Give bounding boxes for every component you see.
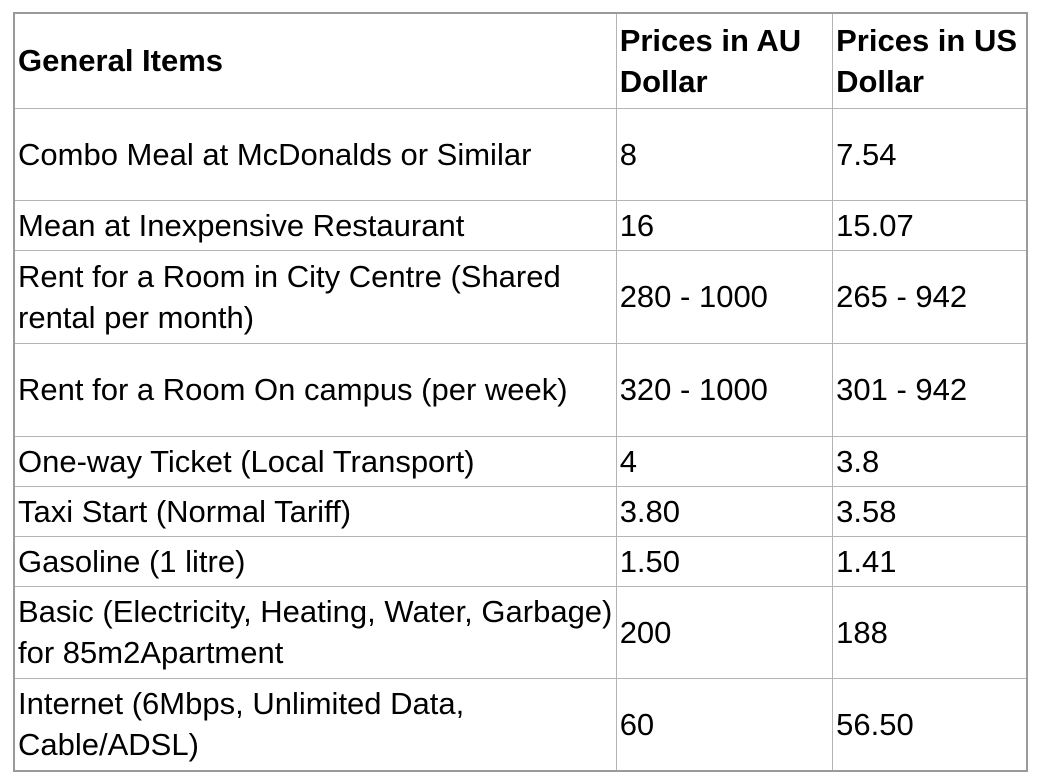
usd-cell: 3.58	[832, 485, 1028, 537]
item-cell: Rent for a Room On campus (per week)	[13, 342, 617, 437]
item-cell: Basic (Electricity, Heating, Water, Garb…	[13, 585, 617, 679]
item-cell: One-way Ticket (Local Transport)	[13, 435, 617, 487]
aud-cell: 60	[615, 677, 834, 772]
item-cell: Mean at Inexpensive Restaurant	[13, 199, 617, 251]
aud-cell: 8	[615, 107, 834, 201]
table-row: Taxi Start (Normal Tariff) 3.80 3.58	[13, 485, 1028, 537]
usd-cell: 3.8	[832, 435, 1028, 487]
header-prices-aud: Prices in AU Dollar	[615, 12, 834, 109]
aud-cell: 4	[615, 435, 834, 487]
table-row: Gasoline (1 litre) 1.50 1.41	[13, 535, 1028, 587]
usd-cell: 301 - 942	[832, 342, 1028, 437]
item-cell: Rent for a Room in City Centre (Shared r…	[13, 249, 617, 344]
item-cell: Internet (6Mbps, Unlimited Data, Cable/A…	[13, 677, 617, 772]
usd-cell: 56.50	[832, 677, 1028, 772]
usd-cell: 265 - 942	[832, 249, 1028, 344]
table-row: Mean at Inexpensive Restaurant 16 15.07	[13, 199, 1028, 251]
aud-cell: 200	[615, 585, 834, 679]
header-prices-usd: Prices in US Dollar	[832, 12, 1028, 109]
usd-cell: 1.41	[832, 535, 1028, 587]
usd-cell: 7.54	[832, 107, 1028, 201]
table-row: Internet (6Mbps, Unlimited Data, Cable/A…	[13, 677, 1028, 772]
table-row: Rent for a Room in City Centre (Shared r…	[13, 249, 1028, 344]
table-row: Combo Meal at McDonalds or Similar 8 7.5…	[13, 107, 1028, 201]
aud-cell: 16	[615, 199, 834, 251]
aud-cell: 3.80	[615, 485, 834, 537]
usd-cell: 15.07	[832, 199, 1028, 251]
table-row: Basic (Electricity, Heating, Water, Garb…	[13, 585, 1028, 679]
header-general-items: General Items	[13, 12, 617, 109]
item-cell: Combo Meal at McDonalds or Similar	[13, 107, 617, 201]
item-cell: Gasoline (1 litre)	[13, 535, 617, 587]
usd-cell: 188	[832, 585, 1028, 679]
price-comparison-table: General Items Prices in AU Dollar Prices…	[13, 12, 1028, 772]
table-row: Rent for a Room On campus (per week) 320…	[13, 342, 1028, 437]
header-row: General Items Prices in AU Dollar Prices…	[13, 12, 1028, 109]
aud-cell: 1.50	[615, 535, 834, 587]
item-cell: Taxi Start (Normal Tariff)	[13, 485, 617, 537]
aud-cell: 320 - 1000	[615, 342, 834, 437]
table-row: One-way Ticket (Local Transport) 4 3.8	[13, 435, 1028, 487]
aud-cell: 280 - 1000	[615, 249, 834, 344]
